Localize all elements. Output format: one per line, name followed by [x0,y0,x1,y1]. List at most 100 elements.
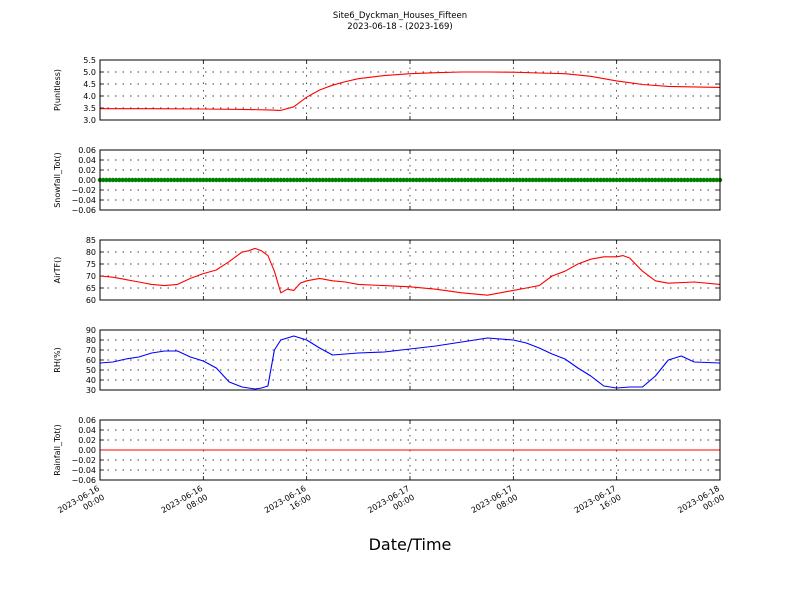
data-point [117,177,122,183]
data-point [520,177,526,183]
data-point [294,177,300,183]
data-point [617,177,623,183]
data-point [120,177,125,183]
data-point [285,177,290,183]
data-point [462,177,468,183]
y-axis-label: Rainfall_Tot() [53,424,62,476]
data-point [491,177,497,183]
data-point [388,177,393,183]
data-point [159,177,164,183]
y-axis-label: RH(%) [53,347,62,372]
x-tick-label: 2023-06-1716:00 [573,484,623,524]
data-point [243,177,248,183]
data-point [126,177,132,183]
data-point [143,177,148,183]
data-point [168,177,174,183]
data-point [356,177,361,183]
data-point [640,177,645,183]
data-point [611,177,616,183]
data-point [498,177,503,183]
y-tick-label: 70 [86,272,96,281]
y-tick-label: 0.02 [78,436,96,445]
data-point [714,177,719,183]
data-point [449,177,455,183]
data-point [265,177,271,183]
data-point [504,177,510,183]
data-point [598,177,603,183]
x-tick-label: 2023-06-1616:00 [263,484,313,524]
data-point [188,177,193,183]
data-point [391,177,397,183]
data-point [207,177,212,183]
data-point [343,177,348,183]
data-point [230,177,235,183]
data-point [172,177,177,183]
data-point [588,177,594,183]
data-point [304,177,309,183]
series-line [99,247,721,296]
y-tick-label: −0.04 [71,196,96,205]
data-point [685,177,690,183]
data-point [624,177,629,183]
data-point [608,177,613,183]
x-tick-label: 2023-06-1600:00 [56,484,106,524]
data-point [701,177,707,183]
data-point [614,177,619,183]
data-point [423,177,429,183]
data-point [446,177,451,183]
data-point [113,177,119,183]
data-point [288,177,293,183]
data-point [440,177,445,183]
y-tick-label: −0.02 [71,456,96,465]
data-point [627,177,632,183]
data-point [369,177,374,183]
data-point [359,177,364,183]
data-point [543,177,548,183]
data-point [459,177,464,183]
y-tick-label: −0.06 [71,206,96,215]
data-point [191,177,196,183]
data-point [653,177,658,183]
y-tick-label: 80 [86,336,96,345]
axes-frame [99,329,721,391]
y-tick-label: 0.00 [78,176,96,185]
data-point [346,177,351,183]
data-point [197,177,203,183]
y-tick-label: 0.06 [78,146,96,155]
data-point [385,177,390,183]
data-point [210,177,216,183]
data-point [666,177,671,183]
data-point [711,177,716,183]
data-point [546,177,552,183]
data-point [708,177,713,183]
chart-subtitle: 2023-06-18 - (2023-169) [347,22,452,32]
data-point [101,177,106,183]
data-point [533,177,539,183]
data-point [123,177,129,183]
data-point [430,177,435,183]
data-point [407,177,413,183]
y-tick-label: 70 [86,346,96,355]
data-point [637,177,642,183]
axes-frame [99,419,721,481]
data-point [330,177,335,183]
data-point [675,177,681,183]
y-tick-label: 3.0 [83,116,96,125]
data-point [604,177,610,183]
data-point [404,177,409,183]
y-tick-label: 0.02 [78,166,96,175]
y-axis-label: AirTF() [53,257,62,284]
data-point [381,177,387,183]
panel-1: 3.0 3.5 4.0 4.5 5.0 5.5 P(unitless) [53,56,721,125]
data-point [582,177,587,183]
data-point [401,177,406,183]
panel-2: 0.060.040.020.00−0.02−0.04−0.06 Snowfall_… [53,146,723,215]
y-tick-label: −0.06 [71,476,96,485]
data-point [514,177,519,183]
y-tick-label: 40 [86,376,96,385]
data-point [620,177,626,183]
panels: 3.03.54.04.55.05.5P(unitless)0.060.040.0… [53,56,723,485]
data-point [149,177,154,183]
data-point [298,177,303,183]
